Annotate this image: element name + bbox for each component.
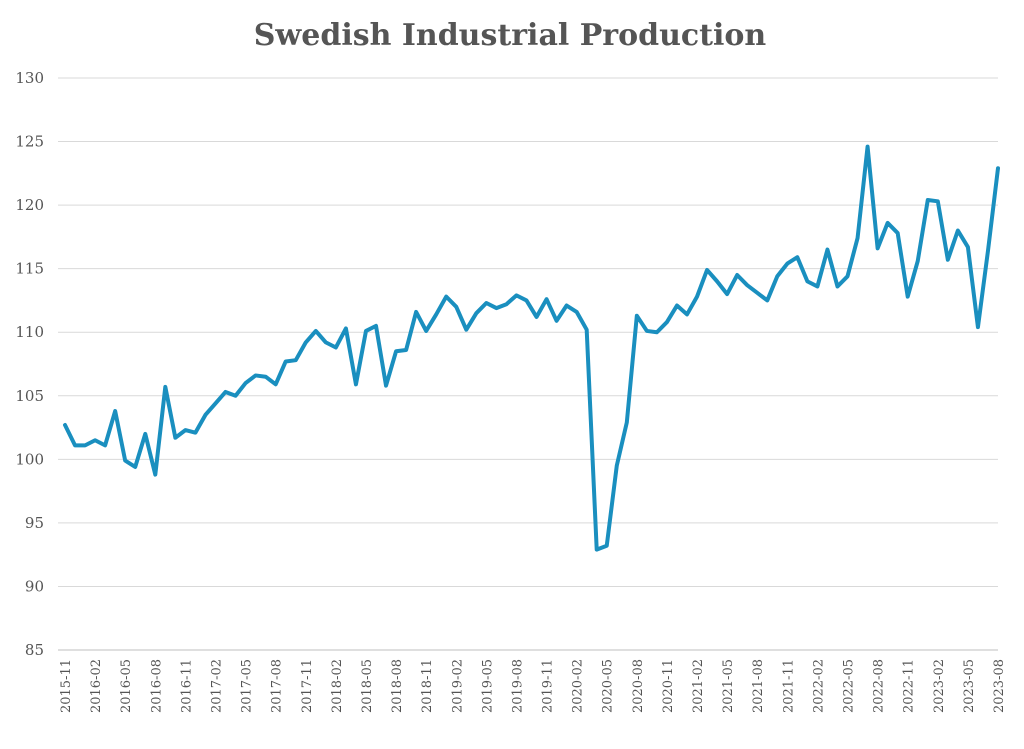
x-tick-label: 2022-05 xyxy=(842,659,857,713)
x-tick-label: 2021-08 xyxy=(751,659,766,713)
y-tick-label: 105 xyxy=(15,387,44,405)
x-tick-label: 2022-11 xyxy=(902,659,917,713)
x-tick-label: 2019-02 xyxy=(450,659,465,713)
y-tick-label: 95 xyxy=(25,514,44,532)
gridlines xyxy=(58,77,998,587)
x-tick-label: 2016-08 xyxy=(149,659,164,713)
x-tick-label: 2018-08 xyxy=(390,659,405,713)
x-tick-label: 2020-11 xyxy=(661,659,676,713)
x-tick-label: 2015-11 xyxy=(59,659,74,713)
series-group xyxy=(63,144,1000,552)
y-tick-label: 85 xyxy=(25,641,44,659)
chart-title: Swedish Industrial Production xyxy=(254,18,767,53)
x-tick-label: 2019-11 xyxy=(541,659,556,713)
x-axis-ticks: 2015-11 2016-02 2016-05 2016-08 2016-11 2017-… xyxy=(59,659,1007,713)
series-line xyxy=(63,144,1000,552)
x-tick-label: 2020-05 xyxy=(601,659,616,713)
x-tick-label: 2023-08 xyxy=(992,659,1007,713)
x-tick-label: 2017-11 xyxy=(300,659,315,713)
y-tick-label: 125 xyxy=(15,133,44,151)
x-tick-label: 2020-08 xyxy=(631,659,646,713)
y-tick-label: 110 xyxy=(15,323,44,341)
x-tick-label: 2019-08 xyxy=(510,659,525,713)
x-tick-label: 2021-11 xyxy=(781,659,796,713)
y-axis-ticks: 85 90 95 100 105 110 115 120 125 130 xyxy=(15,69,44,659)
x-tick-label: 2021-05 xyxy=(721,659,736,713)
x-tick-label: 2017-08 xyxy=(270,659,285,713)
x-tick-label: 2018-11 xyxy=(420,659,435,713)
x-tick-label: 2020-02 xyxy=(571,659,586,713)
x-tick-label: 2016-11 xyxy=(179,659,194,713)
x-tick-label: 2017-02 xyxy=(209,659,224,713)
y-tick-label: 130 xyxy=(15,69,44,87)
y-tick-label: 90 xyxy=(25,577,44,595)
x-tick-label: 2016-05 xyxy=(119,659,134,713)
x-tick-label: 2022-02 xyxy=(811,659,826,713)
y-tick-label: 100 xyxy=(15,450,44,468)
x-tick-label: 2018-02 xyxy=(330,659,345,713)
y-tick-label: 115 xyxy=(15,260,44,278)
x-tick-label: 2017-05 xyxy=(240,659,255,713)
x-tick-label: 2022-08 xyxy=(872,659,887,713)
x-tick-label: 2019-05 xyxy=(480,659,495,713)
x-tick-label: 2023-02 xyxy=(932,659,947,713)
y-tick-label: 120 xyxy=(15,196,44,214)
x-tick-label: 2023-05 xyxy=(962,659,977,713)
x-tick-label: 2018-05 xyxy=(360,659,375,713)
x-tick-label: 2016-02 xyxy=(89,659,104,713)
x-tick-label: 2021-02 xyxy=(691,659,706,713)
